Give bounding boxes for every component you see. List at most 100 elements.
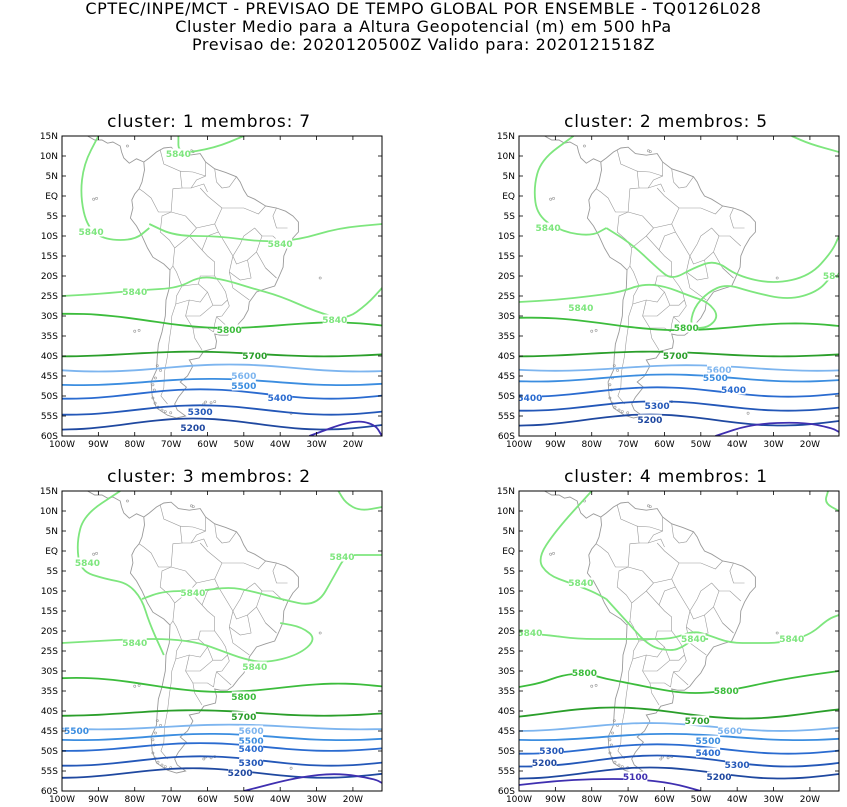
contour-label-background (188, 406, 213, 417)
contour-line-5400 (62, 388, 382, 400)
contour-label-background (519, 392, 542, 403)
lat-tick-label: 15S (498, 607, 515, 617)
contour-label: 5840 (75, 559, 100, 569)
island (620, 410, 624, 414)
contour-label-background (519, 627, 542, 638)
contour-line-5840 (62, 276, 382, 319)
country-border (617, 285, 640, 405)
country-border (214, 523, 237, 544)
lat-tick-label: 35S (41, 687, 58, 697)
contour-label-background (696, 735, 721, 746)
country-border (642, 299, 660, 351)
island (611, 731, 614, 735)
lat-tick-label: 5S (504, 212, 516, 222)
contour-label-background (268, 238, 293, 249)
country-border (180, 525, 206, 532)
contour-label: 5840 (568, 579, 593, 589)
contour-label: 5840 (268, 240, 293, 250)
coastline (129, 501, 299, 774)
country-border (232, 227, 263, 265)
lon-tick-label: 20W (800, 795, 820, 805)
country-border (637, 170, 663, 177)
island (213, 400, 217, 404)
contour-label: 5840 (517, 629, 542, 639)
contour-line-5300 (62, 755, 382, 767)
contour-label-background (228, 767, 253, 778)
lat-tick-label: 10S (41, 232, 58, 242)
contour-label-background (64, 725, 89, 736)
lat-tick-label: 10N (497, 507, 515, 517)
contour-line-5840 (80, 136, 150, 241)
country-border (214, 205, 266, 225)
island (590, 684, 594, 688)
figure-title-line-3: Previsao de: 2020120500Z Valido para: 20… (191, 35, 656, 54)
contour-label-background (231, 691, 256, 702)
country-border (646, 223, 676, 237)
country-border (648, 183, 665, 193)
island (590, 329, 594, 333)
contour-label: 5840 (180, 589, 205, 599)
country-border (159, 566, 176, 626)
contour-label: 5100 (623, 773, 648, 783)
lat-tick-label: 15N (40, 487, 58, 497)
country-border (213, 654, 230, 688)
country-border (191, 183, 208, 193)
country-border (265, 267, 277, 279)
contour-line-5100 (308, 420, 382, 436)
contour-label: 5840 (681, 635, 706, 645)
lat-tick-label: 45S (41, 727, 58, 737)
lon-tick-label: 60W (654, 795, 674, 805)
map-frame (61, 490, 383, 792)
contour-label: 5700 (242, 352, 267, 362)
lon-tick-label: 50W (234, 795, 254, 805)
panel-title: cluster: 4 membros: 1 (564, 467, 768, 487)
country-border (192, 682, 214, 688)
country-border (175, 646, 208, 660)
island (95, 552, 98, 555)
geopotential-map: 5840584058405840584058005700560055005500… (40, 487, 383, 805)
contour-line-5840 (791, 136, 839, 153)
contour-label-background (239, 725, 264, 736)
country-border (670, 299, 687, 333)
lat-tick-label: 15N (497, 132, 515, 142)
contour-label-background (696, 747, 721, 758)
lat-tick-label: EQ (45, 547, 58, 557)
island (594, 683, 598, 687)
coastline (586, 146, 756, 419)
island (608, 751, 612, 755)
lat-tick-label: 45S (498, 727, 515, 737)
country-border (642, 304, 671, 317)
country-border (160, 640, 183, 760)
lat-tick-label: 50S (498, 392, 515, 402)
lat-tick-label: 60S (41, 432, 58, 442)
contour-label-background (166, 148, 191, 159)
lat-tick-label: 5N (503, 172, 515, 182)
island (612, 364, 616, 368)
island (160, 408, 164, 412)
island (159, 368, 162, 372)
island (620, 765, 624, 769)
country-border (648, 538, 665, 548)
island (151, 738, 155, 742)
lat-tick-label: EQ (45, 192, 58, 202)
contour-label: 5700 (685, 717, 710, 727)
country-border (685, 255, 709, 281)
lon-tick-label: 90W (88, 440, 108, 450)
island (552, 552, 555, 555)
contour-label-background (674, 322, 699, 333)
country-border (646, 578, 676, 592)
contour-line-5840 (76, 491, 165, 656)
map-panel-cluster-1: cluster: 1 membros: 7 5840 5840 5840 5840 58… (0, 112, 420, 450)
island (154, 376, 157, 380)
contour-label-background (180, 587, 205, 598)
country-border (628, 211, 654, 229)
contour-line-5300 (62, 404, 382, 416)
contour-label-background (714, 685, 739, 696)
map-panel-cluster-4: cluster: 4 membros: 1 5840 5840 5840 5840 58… (457, 467, 847, 805)
country-border (191, 538, 208, 548)
contour-line-5500 (519, 373, 839, 383)
country-border (729, 562, 745, 584)
country-border (182, 162, 206, 189)
country-border (199, 542, 223, 564)
lat-tick-label: 60S (41, 787, 58, 797)
